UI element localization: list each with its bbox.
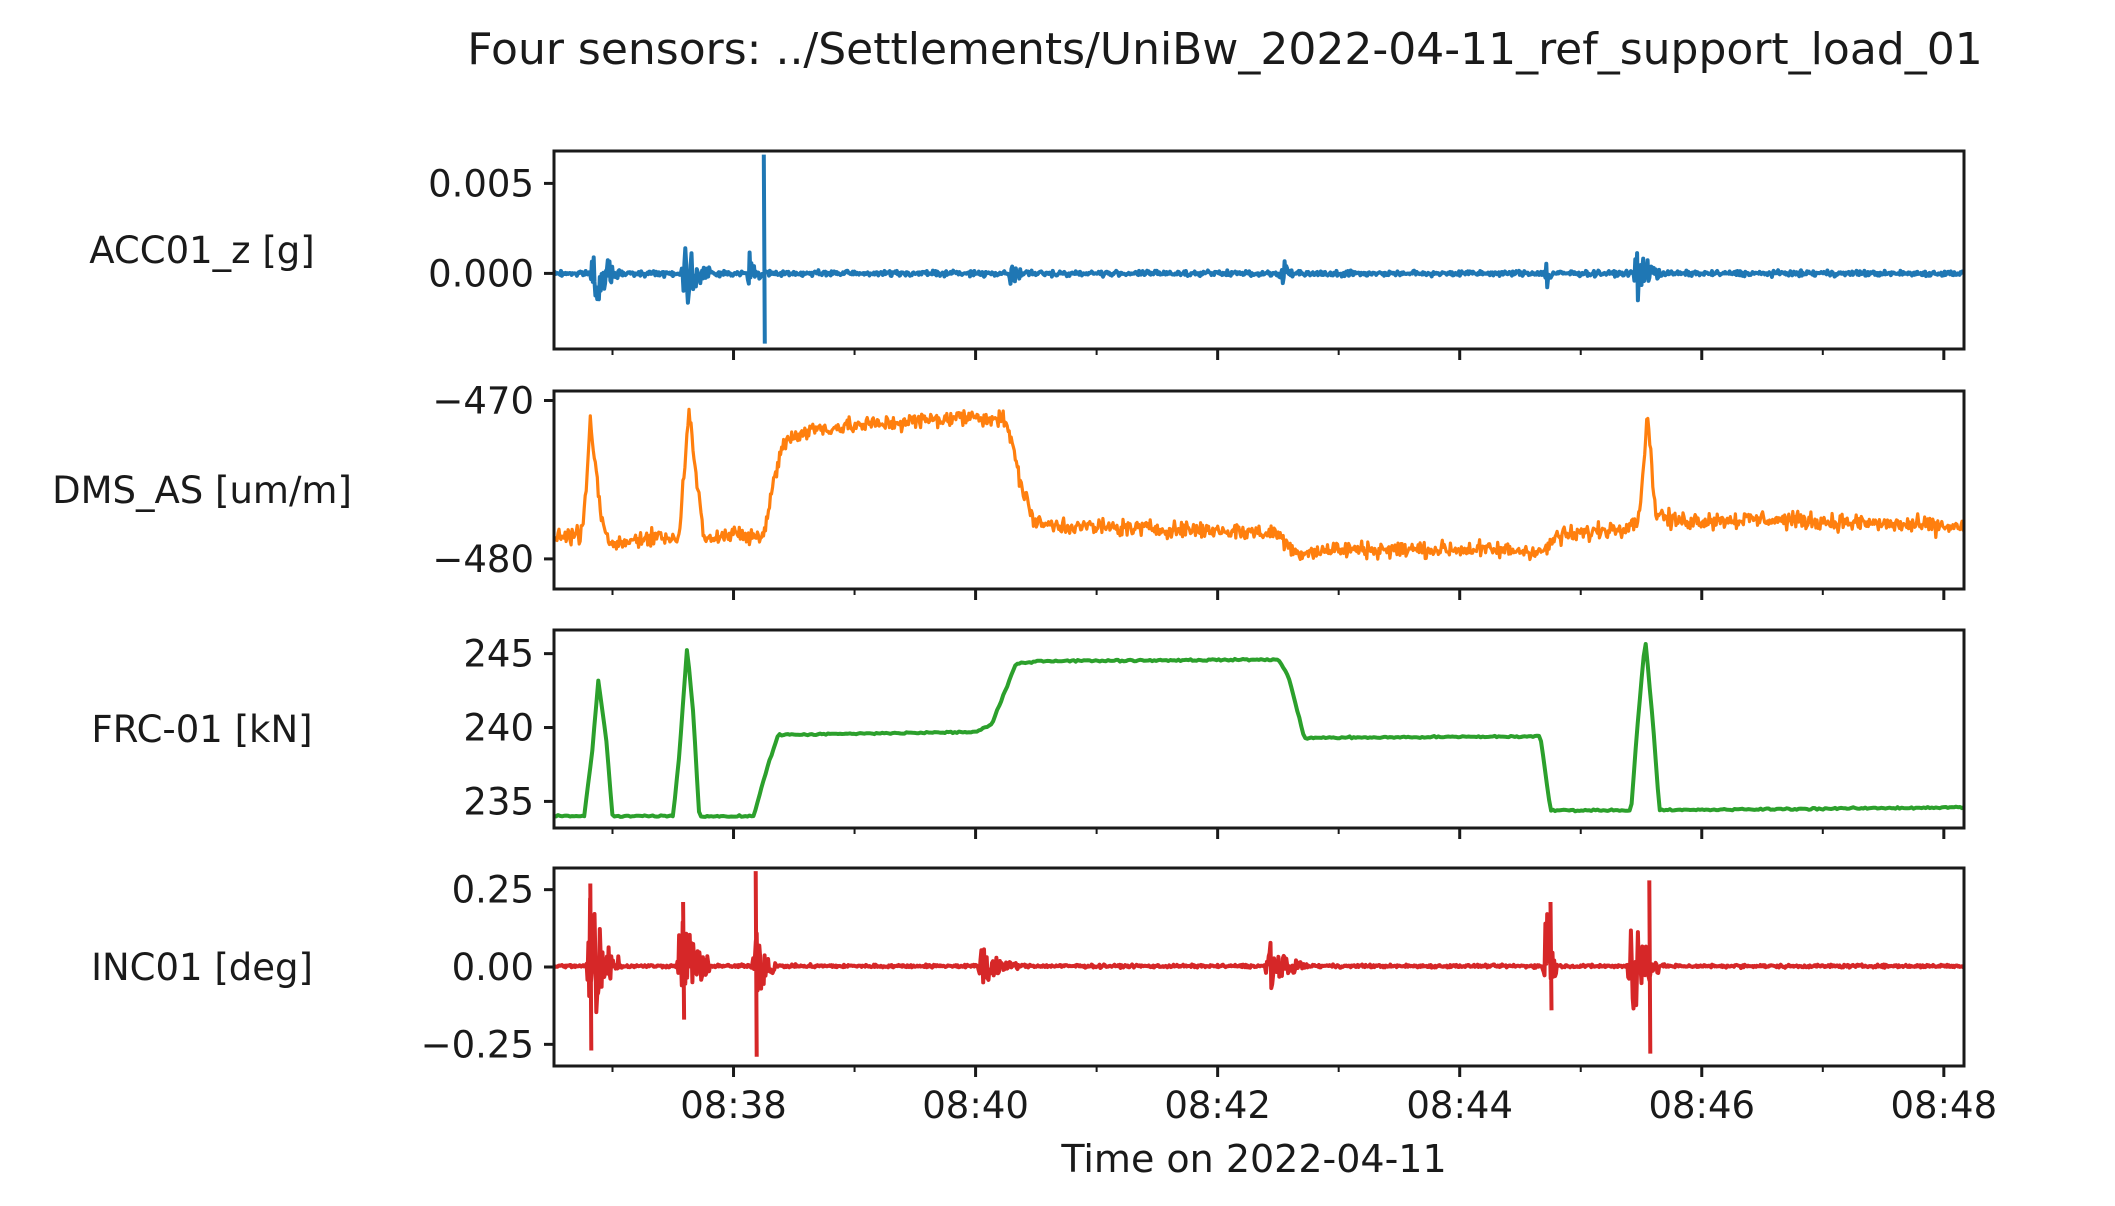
panel-frame (552, 389, 1966, 591)
y-tick-label: −0.25 (421, 1023, 534, 1066)
y-tick-label: 0.005 (428, 162, 534, 205)
series-line-4 (554, 871, 1964, 1057)
x-tick-label: 08:48 (1891, 1084, 1998, 1127)
x-tick-label: 08:38 (680, 1084, 787, 1127)
chart-title: Four sensors: ../Settlements/UniBw_2022-… (467, 24, 1982, 75)
y-tick-label: 235 (463, 780, 534, 823)
panel-4: 0.25 0.00 −0.25 INC01 [deg] (91, 866, 1966, 1077)
y-tick-label: 240 (463, 707, 534, 750)
y-tick-label: 0.00 (452, 946, 534, 989)
y-axis-label: INC01 [deg] (91, 946, 313, 989)
panel-2: −470 −480 DMS_AS [um/m] (52, 380, 1966, 600)
x-axis-label: Time on 2022-04-11 (1060, 1137, 1446, 1181)
x-tick-label: 08:42 (1164, 1084, 1271, 1127)
x-tick-label: 08:46 (1648, 1084, 1755, 1127)
x-tick-label: 08:40 (922, 1084, 1029, 1127)
y-axis-label: ACC01_z [g] (89, 229, 314, 272)
y-axis-label: FRC-01 [kN] (91, 708, 312, 751)
y-tick-label: −480 (432, 538, 534, 581)
y-tick-label: 0.000 (428, 252, 534, 295)
y-axis-label: DMS_AS [um/m] (52, 469, 352, 512)
panels: 0.005 0.000 ACC01_z [g] −470 −480 DMS_AS [um/… (52, 149, 1966, 1077)
panel-3: 245 240 235 FRC-01 [kN] (91, 628, 1966, 839)
y-tick-label: 245 (463, 633, 534, 676)
series-line-2 (554, 407, 1964, 562)
y-tick-label: −470 (432, 380, 534, 423)
x-axis: 08:38 08:40 08:42 08:44 08:46 08:48 (680, 1084, 1997, 1127)
y-tick-label: 0.25 (452, 869, 534, 912)
panel-1: 0.005 0.000 ACC01_z [g] (89, 149, 1966, 360)
panel-frame (552, 149, 1966, 351)
series-line-1 (554, 154, 1964, 344)
series-line-3 (554, 642, 1964, 819)
x-tick-label: 08:44 (1406, 1084, 1513, 1127)
